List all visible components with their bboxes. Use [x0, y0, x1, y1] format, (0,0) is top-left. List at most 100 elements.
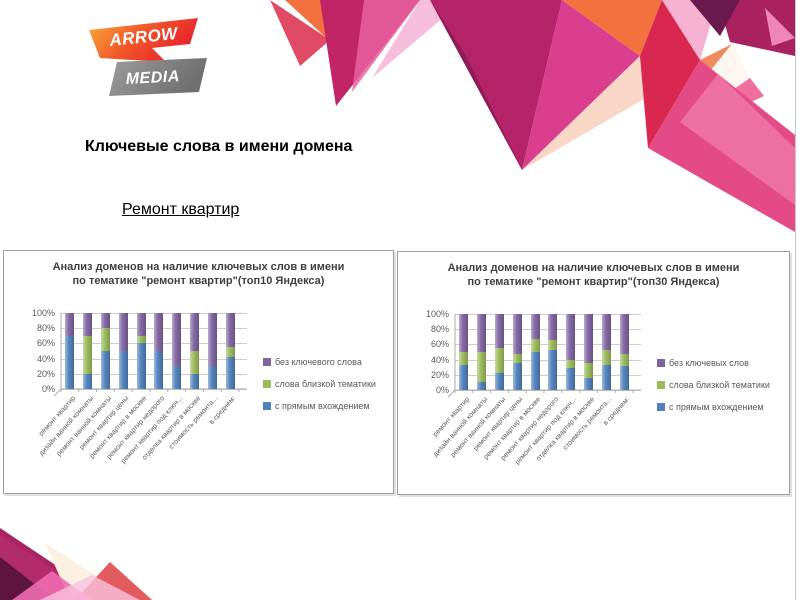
bar-segment	[190, 351, 199, 374]
page-title: Ключевые слова в имени домена	[85, 138, 353, 155]
bar-segment	[619, 314, 629, 354]
gridline	[61, 313, 247, 314]
legend-label: без ключевых слов	[669, 358, 749, 368]
legend-label: слова близкой тематики	[275, 379, 376, 389]
bar-segment	[530, 352, 540, 390]
bar-segment	[459, 352, 469, 365]
gridline	[455, 374, 641, 376]
bar-segment	[172, 366, 182, 389]
y-axis-tick: 20%	[430, 369, 449, 380]
slide-right-border	[795, 0, 796, 600]
y-axis-tick: 20%	[36, 368, 55, 379]
y-axis-tick: 100%	[31, 308, 55, 318]
arrow-media-logo: ARROW MEDIA	[89, 18, 207, 96]
bar-segment	[101, 313, 110, 329]
legend-item: с прямым вхождением	[657, 402, 764, 412]
bar-segment	[512, 363, 522, 390]
bar-segment	[118, 351, 128, 389]
legend-swatch	[657, 359, 665, 367]
top-right-decoration	[270, 0, 795, 232]
legend-item: без ключевых слов	[657, 358, 749, 368]
gridline	[61, 358, 247, 360]
logo-media-text: MEDIA	[125, 68, 180, 88]
bar-segment	[154, 313, 164, 351]
legend-item: без ключевого слова	[263, 357, 362, 367]
legend-item: слова близкой тематики	[657, 380, 770, 390]
gridline	[455, 359, 641, 361]
bar-segment	[207, 366, 217, 389]
bar-segment	[225, 313, 235, 348]
bar-segment	[566, 314, 576, 360]
bar-segment	[101, 328, 110, 351]
bar-segment	[83, 335, 93, 374]
legend-swatch	[263, 380, 271, 388]
chart-title: Анализ доменов на наличие ключевых слов …	[398, 261, 789, 290]
y-axis-tick: 100%	[425, 309, 449, 319]
bar-segment	[530, 339, 540, 352]
chart-title-line2: по тематике "ремонт квартир"(топ10 Яндек…	[72, 275, 325, 288]
legend-item: слова близкой тематики	[263, 379, 376, 389]
y-axis-tick: 60%	[36, 338, 55, 349]
bar-segment	[65, 313, 75, 336]
bar-segment	[512, 353, 522, 364]
bar-segment	[225, 347, 235, 358]
legend-swatch	[263, 358, 271, 366]
bar-segment	[619, 353, 629, 367]
legend-swatch	[263, 402, 271, 410]
bar-segment	[190, 373, 199, 389]
legend-item: с прямым вхождением	[263, 401, 370, 411]
y-axis-tick: 80%	[430, 324, 449, 335]
bar-segment	[136, 335, 146, 344]
chart-title: Анализ доменов на наличие ключевых слов …	[4, 260, 393, 289]
bar-segment	[225, 357, 235, 389]
bar-segment	[190, 313, 199, 351]
chart-top30-yandex: Анализ доменов на наличие ключевых слов …	[397, 251, 790, 495]
y-axis-tick: 60%	[430, 339, 449, 350]
bar-segment	[172, 313, 182, 367]
bar-segment	[584, 314, 593, 364]
chart-axes	[53, 313, 247, 397]
bar-segment	[136, 343, 146, 389]
bar-segment	[601, 364, 611, 390]
bar-segment	[584, 377, 593, 390]
y-axis-tick: 40%	[36, 353, 55, 364]
y-axis-tick: 0%	[41, 384, 55, 394]
bar-segment	[65, 335, 75, 389]
chart-axes	[447, 314, 641, 398]
gridline	[61, 373, 247, 375]
gridline	[61, 343, 247, 345]
plot-area: 100% 80% 60% 40% 20% 0% ремонт квартир дизайн в…	[398, 252, 789, 494]
bar-segment	[548, 339, 558, 350]
y-axis-tick: 0%	[435, 385, 449, 395]
bar-segment	[619, 366, 629, 390]
bar-segment	[459, 364, 469, 390]
logo-arrow-text: ARROW	[107, 24, 180, 50]
bar-segment	[495, 348, 504, 373]
gridline	[61, 328, 247, 330]
bar-segment	[101, 351, 110, 389]
logo-media-plate	[109, 58, 207, 96]
bar-segment	[136, 313, 146, 336]
bar-segment	[601, 350, 611, 365]
bar-segment	[477, 382, 487, 390]
bar-segment	[477, 352, 487, 383]
bar-segment	[118, 313, 128, 351]
bar-segment	[584, 363, 593, 378]
legend-label: с прямым вхождением	[669, 402, 764, 412]
bar-segment	[601, 314, 611, 351]
legend-swatch	[657, 403, 665, 411]
bar-segment	[512, 314, 522, 354]
bar-segment	[530, 314, 540, 340]
bar-segment	[566, 359, 576, 368]
page-subtitle: Ремонт квартир	[122, 201, 240, 218]
chart-top10-yandex: Анализ доменов на наличие ключевых слов …	[3, 250, 394, 494]
bar-segment	[495, 314, 504, 349]
gridline	[455, 329, 641, 331]
logo-arrow-banner	[89, 18, 198, 62]
bar-segment	[459, 314, 469, 352]
bar-segment	[477, 314, 487, 352]
bar-segment	[566, 367, 576, 390]
bottom-left-decoration	[0, 528, 152, 600]
bar-segment	[154, 351, 164, 389]
bar-segment	[495, 372, 504, 390]
